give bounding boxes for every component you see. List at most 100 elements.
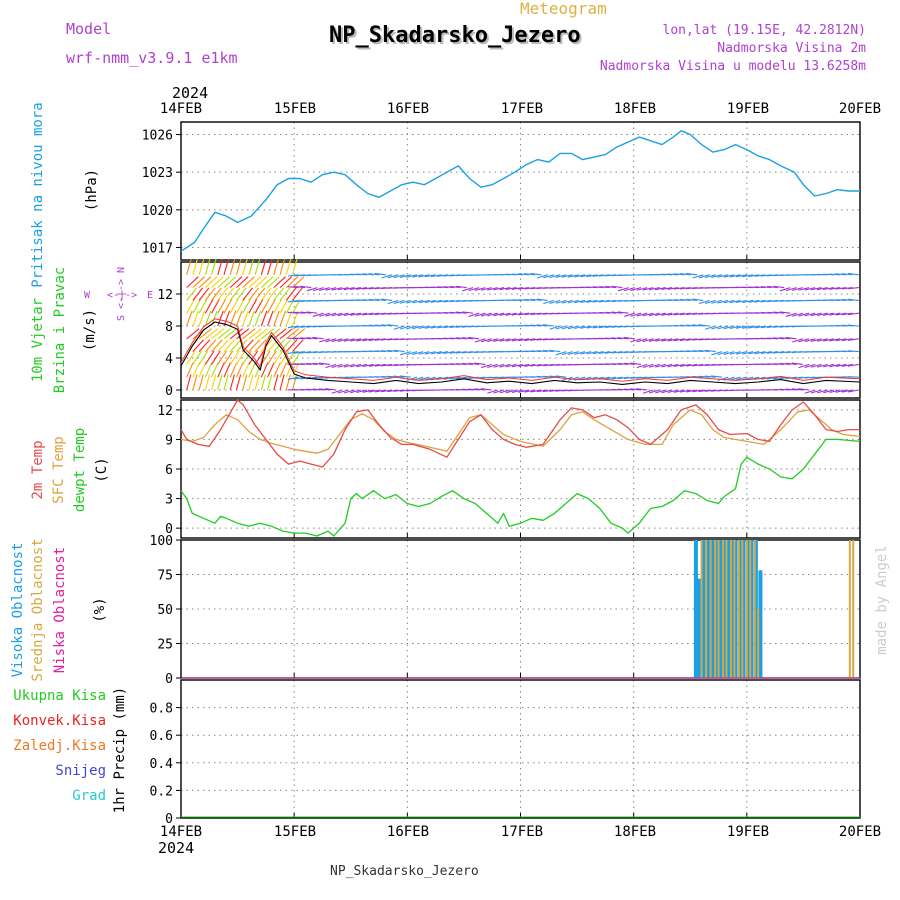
wind-arrow: [847, 363, 859, 367]
wind-arrow: [586, 325, 598, 329]
wind-arrow: [412, 299, 424, 304]
wind-arrow: [698, 324, 710, 327]
wind-arrow: [480, 338, 492, 343]
cloud-mid-bar: [745, 540, 748, 678]
wind-arrow: [804, 389, 816, 394]
panel-frame: [180, 261, 861, 399]
wind-arrow: [267, 362, 275, 378]
wind-arrow: [300, 351, 312, 354]
wind-arrow: [847, 298, 859, 301]
wind-axis-label-1: 10m Vjetar: [30, 298, 46, 382]
wind-arrow: [773, 376, 785, 380]
wind-arrow: [692, 274, 704, 279]
wind-arrow: [555, 375, 567, 378]
y-tick-label: 25: [157, 638, 173, 653]
wind-arrow: [362, 299, 374, 301]
wind-arrow: [487, 338, 499, 343]
model-name: wrf-nmm_v3.9.1 e1km: [66, 49, 238, 67]
wind-arrow: [455, 285, 467, 289]
wind-arrow: [536, 375, 548, 378]
wind-arrow: [387, 363, 399, 367]
wind-arrow: [430, 351, 442, 355]
dewpt-axis-label: dewpt Temp: [72, 428, 88, 512]
wind-arrow: [287, 351, 299, 355]
wind-arrow: [742, 351, 754, 355]
wind-arrow: [748, 274, 760, 278]
pressure-axis-label: Pritisak na nivou mora: [30, 102, 46, 287]
wind-arrow: [437, 286, 449, 289]
wind-arrow: [217, 328, 231, 340]
wind-arrow: [325, 312, 337, 317]
wind-arrow: [198, 310, 206, 327]
wind-arrow: [217, 374, 223, 391]
wind-arrow: [223, 374, 229, 391]
wind-arrow: [267, 310, 274, 327]
wind-arrow: [279, 287, 291, 301]
wind-arrow: [235, 259, 242, 275]
wind-arrow: [461, 311, 474, 314]
wind-arrow: [536, 338, 548, 341]
wind-arrow: [192, 362, 200, 378]
wind-arrow: [524, 324, 536, 327]
wind-arrow: [542, 324, 554, 327]
wind-arrow: [468, 388, 480, 391]
wind-arrow: [300, 363, 312, 365]
wind-arrow: [293, 285, 305, 289]
wind-arrow: [186, 374, 192, 391]
wind-arrow: [312, 362, 324, 365]
wind-arrow: [723, 351, 735, 355]
wind-arrow: [574, 325, 586, 330]
wind-arrow: [605, 311, 617, 314]
wind-arrow: [430, 274, 442, 278]
wind-arrow: [267, 287, 278, 301]
wind-arrow: [810, 312, 822, 317]
wind-arrow: [704, 274, 716, 279]
time-tick-label: 15FEB: [274, 824, 316, 840]
wind-arrow: [273, 259, 279, 275]
wind-arrow: [592, 274, 604, 277]
wind-arrow: [598, 274, 610, 277]
wind-arrow: [536, 298, 548, 301]
wind-arrow: [561, 299, 573, 304]
wind-arrow: [418, 299, 430, 304]
wind-arrow: [223, 287, 235, 301]
wind-arrow: [518, 363, 530, 368]
wind-arrow: [374, 363, 386, 367]
y-tick-label: 0: [165, 384, 173, 399]
cloud-mid-bar: [852, 540, 855, 678]
wind-arrow: [679, 324, 691, 327]
wind-arrow: [437, 299, 449, 303]
y-tick-label: 6: [165, 463, 173, 478]
wind-arrow: [742, 299, 754, 304]
wind-arrow: [204, 276, 218, 289]
precip-hail-label: Grad: [72, 788, 106, 804]
wind-arrow: [679, 389, 691, 393]
wind-arrow: [792, 338, 804, 343]
wind-arrow: [350, 287, 362, 291]
wind-arrow: [400, 325, 411, 330]
wind-arrow: [829, 389, 841, 394]
bottom-time-ticks: 14FEB 15FEB 16FEB 17FEB 18FEB 19FEB 20FE…: [160, 824, 881, 840]
wind-arrow: [455, 325, 467, 328]
wind-arrow: [524, 389, 536, 393]
wind-arrow: [698, 375, 710, 378]
wind-arrow: [186, 298, 195, 314]
wind-unit-label: (m/s): [82, 309, 98, 351]
wind-arrow: [511, 273, 523, 276]
wind-arrow: [524, 338, 536, 342]
wind-arrow: [847, 350, 859, 353]
wind-arrow: [273, 362, 281, 378]
wind-arrow: [285, 350, 296, 365]
wind-arrow: [229, 328, 244, 340]
cloud-high-bar: [730, 540, 735, 678]
wind-arrow: [291, 374, 298, 391]
wind-arrow: [381, 324, 393, 327]
wind-arrow: [374, 312, 386, 316]
wind-arrow: [211, 259, 217, 275]
wind-arrow: [835, 273, 847, 276]
wind-arrow: [505, 363, 517, 368]
wind-arrow: [424, 299, 436, 304]
precip-frozen-label: Zaledj.Kisa: [13, 738, 106, 754]
wind-arrow: [474, 312, 486, 317]
wind-arrow: [623, 362, 635, 365]
